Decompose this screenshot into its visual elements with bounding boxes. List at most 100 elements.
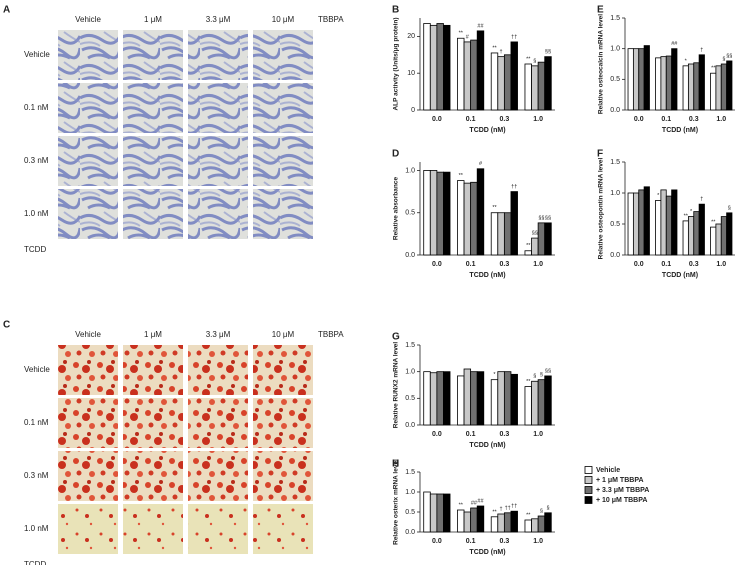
row-label: 0.1 nM xyxy=(24,103,49,112)
significance-mark: ## xyxy=(671,41,678,47)
x-tick-label: 0.0 xyxy=(432,261,442,268)
x-tick-label: 0.0 xyxy=(432,431,442,438)
row-label: Vehicle xyxy=(24,365,50,374)
significance-mark: * xyxy=(657,193,660,199)
bar xyxy=(698,54,705,111)
micrograph xyxy=(188,189,248,239)
bar xyxy=(490,379,499,426)
bar xyxy=(660,189,667,256)
x-tick-label: 0.1 xyxy=(661,116,671,123)
y-axis-label: Relative RUNX2 mRNA level xyxy=(393,342,400,429)
bar xyxy=(429,24,438,111)
bar xyxy=(531,237,539,256)
bar xyxy=(470,39,478,111)
bar xyxy=(544,512,552,533)
y-tick-label: 0 xyxy=(411,107,415,114)
micrograph xyxy=(58,504,118,554)
bar xyxy=(476,505,485,533)
x-tick-label: 1.0 xyxy=(716,116,726,123)
y-tick-label: 1.5 xyxy=(405,469,415,476)
bar xyxy=(463,368,472,426)
y-axis-label: Relative osteocalcin mRNA level xyxy=(598,14,605,114)
bar xyxy=(638,48,645,111)
significance-mark: * xyxy=(685,58,688,64)
bar xyxy=(632,192,640,256)
bar xyxy=(510,191,518,256)
y-tick-label: 0.0 xyxy=(610,252,620,259)
bar xyxy=(423,23,431,111)
column-label: 1 μM xyxy=(144,15,162,24)
bar xyxy=(632,48,640,111)
bar xyxy=(436,371,444,426)
significance-mark: ** xyxy=(459,502,464,508)
significance-mark: †† xyxy=(511,184,517,190)
row-label: 0.1 nM xyxy=(24,418,49,427)
micrograph xyxy=(253,504,313,554)
bar xyxy=(490,212,499,256)
micrograph xyxy=(188,136,248,186)
bar xyxy=(643,186,650,256)
panel-label: A xyxy=(3,5,10,16)
legend-label: Vehicle xyxy=(596,467,620,474)
bar xyxy=(476,30,485,111)
y-tick-label: 0.0 xyxy=(405,422,415,429)
bar xyxy=(503,212,512,256)
bar xyxy=(720,216,728,256)
significance-mark: †† xyxy=(511,34,517,40)
bar xyxy=(463,182,472,256)
bar xyxy=(497,212,505,256)
y-tick-label: 0.5 xyxy=(405,509,415,516)
bar xyxy=(693,62,700,111)
significance-mark: §§ xyxy=(532,231,538,237)
bar xyxy=(665,55,673,111)
y-tick-label: 1.0 xyxy=(405,369,415,376)
x-tick-label: 0.0 xyxy=(634,261,644,268)
bar xyxy=(510,373,518,426)
bar xyxy=(436,23,444,111)
bar xyxy=(443,24,451,111)
y-tick-label: 0.0 xyxy=(610,107,620,114)
legend-swatch xyxy=(584,466,593,474)
bar xyxy=(693,211,700,256)
bar xyxy=(457,180,465,256)
bar xyxy=(524,386,532,426)
x-tick-label: 0.3 xyxy=(500,431,510,438)
significance-mark: † xyxy=(500,506,503,512)
bar xyxy=(443,171,451,256)
bar xyxy=(660,56,667,111)
bar xyxy=(655,200,662,256)
significance-mark: ** xyxy=(684,213,689,219)
bar xyxy=(457,509,465,533)
bar xyxy=(443,493,451,533)
x-tick-label: 0.1 xyxy=(466,116,476,123)
row-label: 1.0 nM xyxy=(24,524,49,533)
x-axis-label: TCDD (nM) xyxy=(469,549,505,556)
micrograph xyxy=(123,30,183,80)
bar xyxy=(665,195,673,256)
bar xyxy=(524,519,532,533)
bar xyxy=(710,226,717,256)
micrograph xyxy=(253,451,313,501)
row-title: TCDD xyxy=(24,560,46,565)
micrograph xyxy=(188,451,248,501)
bar xyxy=(544,375,552,426)
bar xyxy=(524,63,532,111)
significance-mark: ** xyxy=(526,56,531,62)
panel-label: H xyxy=(392,459,399,470)
significance-mark: §§ xyxy=(545,49,551,55)
bar xyxy=(531,518,539,533)
bar xyxy=(627,48,634,111)
significance-mark: † xyxy=(700,197,703,203)
bar xyxy=(476,371,485,426)
bar xyxy=(497,513,505,533)
micrograph xyxy=(123,136,183,186)
panel-label: C xyxy=(3,320,10,331)
column-label: Vehicle xyxy=(75,330,101,339)
legend-swatch xyxy=(584,486,593,494)
significance-mark: † xyxy=(700,47,703,53)
bar xyxy=(537,515,546,533)
significance-mark: ** xyxy=(711,220,716,226)
micrograph xyxy=(58,398,118,448)
bar xyxy=(429,372,438,426)
micrograph xyxy=(58,30,118,80)
